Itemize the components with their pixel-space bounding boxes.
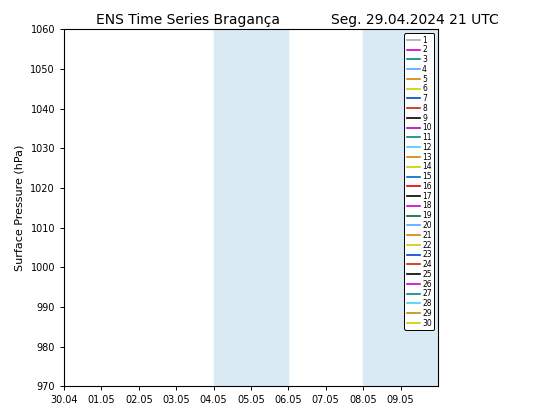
Legend: 1, 2, 3, 4, 5, 6, 7, 8, 9, 10, 11, 12, 13, 14, 15, 16, 17, 18, 19, 20, 21, 22, 2: 1, 2, 3, 4, 5, 6, 7, 8, 9, 10, 11, 12, 1… [404, 33, 434, 330]
Bar [363, 29, 400, 386]
Y-axis label: Surface Pressure (hPa): Surface Pressure (hPa) [15, 145, 25, 271]
Text: Seg. 29.04.2024 21 UTC: Seg. 29.04.2024 21 UTC [331, 13, 499, 26]
Bar [400, 29, 438, 386]
Bar [251, 29, 288, 386]
Bar [214, 29, 251, 386]
Text: ENS Time Series Bragança: ENS Time Series Bragança [96, 13, 280, 26]
